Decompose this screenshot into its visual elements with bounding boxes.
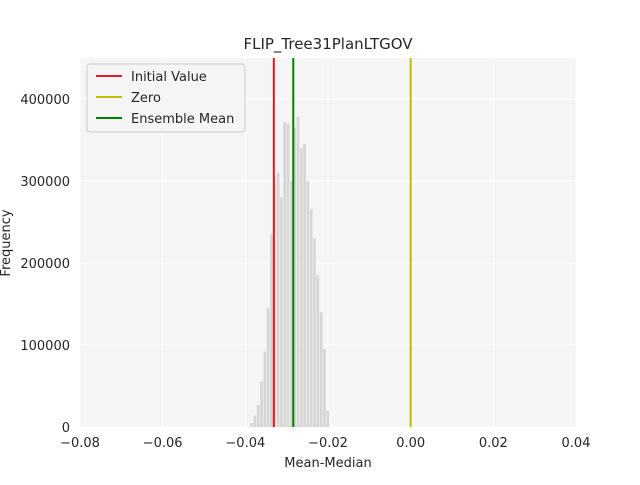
histogram-bar [270, 234, 273, 427]
y-tick-label: 100000 [20, 339, 70, 354]
histogram-bar [323, 349, 326, 427]
x-axis-label: Mean-Median [284, 456, 371, 471]
x-tick-label: 0.00 [396, 436, 425, 451]
y-tick-label: 200000 [20, 257, 70, 272]
legend-box [86, 63, 246, 133]
histogram-bar [316, 275, 320, 427]
histogram-bar [299, 148, 303, 427]
legend-label: Ensemble Mean [131, 112, 234, 127]
y-tick-label: 0 [62, 421, 70, 436]
x-tick-label: 0.04 [562, 436, 591, 451]
chart-title: FLIP_Tree31PlanLTGOV [243, 35, 413, 54]
histogram-bar [256, 404, 260, 427]
histogram-bar [250, 422, 253, 427]
histogram-bar [326, 410, 330, 427]
legend: Initial Value Zero Ensemble Mean [86, 63, 246, 133]
histogram-bar [296, 117, 300, 427]
histogram-bar [313, 238, 316, 427]
legend-label: Zero [131, 91, 161, 106]
reference-lines [272, 58, 412, 427]
histogram-bar [283, 121, 287, 428]
histogram-bar [306, 181, 310, 427]
histogram-bar [289, 181, 293, 427]
histogram-bar [260, 381, 263, 427]
x-tick-label: −0.08 [60, 436, 100, 451]
x-tick-labels: −0.08 −0.06 −0.04 −0.02 0.00 0.02 0.04 [60, 436, 590, 451]
y-axis-label: Frequency [0, 209, 14, 276]
histogram-bar [253, 415, 257, 427]
y-tick-label: 400000 [20, 93, 70, 108]
y-tick-labels: 0 100000 200000 300000 400000 [20, 93, 70, 436]
histogram-bar [303, 144, 306, 427]
histogram-bar [263, 351, 267, 427]
histogram-bar [280, 197, 283, 427]
legend-label: Initial Value [131, 70, 207, 85]
histogram-bar [276, 172, 280, 427]
x-tick-label: −0.02 [308, 436, 348, 451]
histogram-bar [309, 209, 313, 427]
histogram-bar [266, 308, 270, 427]
x-tick-label: 0.02 [479, 436, 508, 451]
histogram-bar [286, 123, 290, 427]
x-tick-label: −0.06 [143, 436, 183, 451]
x-tick-label: −0.04 [225, 436, 265, 451]
histogram-bar [293, 127, 296, 427]
histogram-bar [319, 312, 323, 427]
y-tick-label: 300000 [20, 175, 70, 190]
